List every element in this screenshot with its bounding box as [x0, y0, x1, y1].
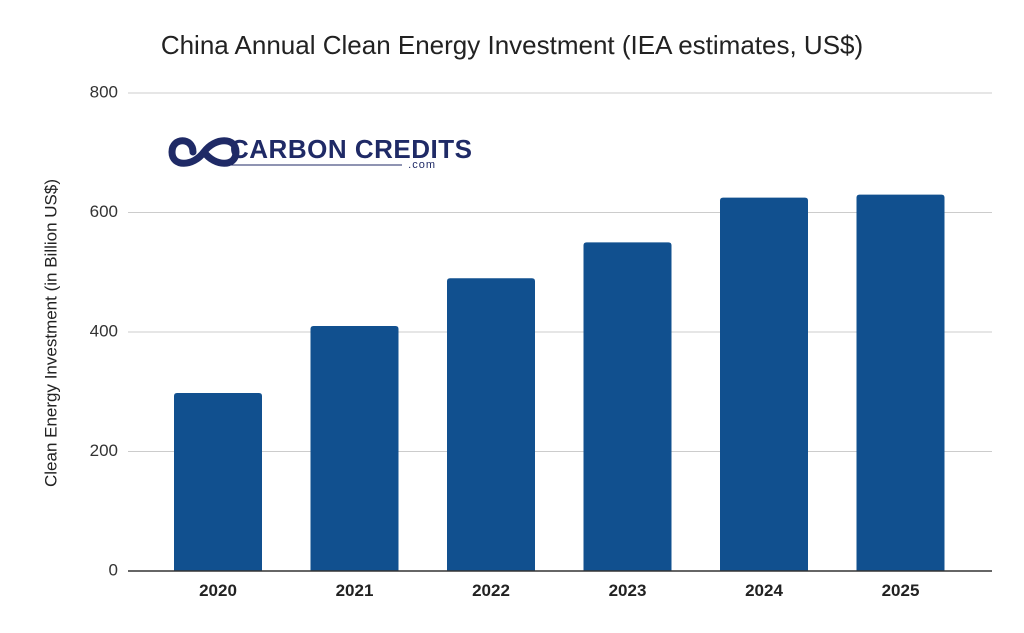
bars: [174, 194, 945, 571]
logo-wordmark: CARBON CREDITS: [230, 134, 472, 164]
y-tick-label: 200: [90, 441, 118, 460]
bar-2023: [583, 242, 672, 571]
y-axis-label: Clean Energy Investment (in Billion US$): [41, 179, 60, 487]
y-tick-label: 400: [90, 321, 118, 340]
x-axis-ticks: 2020 2021 2022 2023 2024 2025: [199, 581, 919, 600]
infinity-logo-icon: [168, 137, 240, 167]
x-tick-label: 2022: [472, 581, 510, 600]
y-tick-label: 0: [109, 560, 118, 579]
x-tick-label: 2023: [609, 581, 647, 600]
x-tick-label: 2024: [745, 581, 783, 600]
y-axis-ticks: 0 200 400 600 800: [90, 82, 118, 579]
bar-2024: [720, 197, 808, 571]
bar-2022: [447, 278, 535, 571]
x-tick-label: 2020: [199, 581, 237, 600]
carbon-credits-logo: CARBON CREDITS .com: [168, 134, 472, 171]
bar-2020: [174, 392, 262, 571]
grid-lines: [128, 92, 992, 452]
x-tick-label: 2021: [336, 581, 374, 600]
y-tick-label: 800: [90, 82, 118, 101]
y-tick-label: 600: [90, 202, 118, 221]
logo-domain: .com: [408, 159, 436, 171]
bar-2025: [856, 194, 945, 571]
bar-2021: [310, 326, 399, 571]
chart-title: China Annual Clean Energy Investment (IE…: [160, 30, 864, 60]
x-tick-label: 2025: [882, 581, 920, 600]
